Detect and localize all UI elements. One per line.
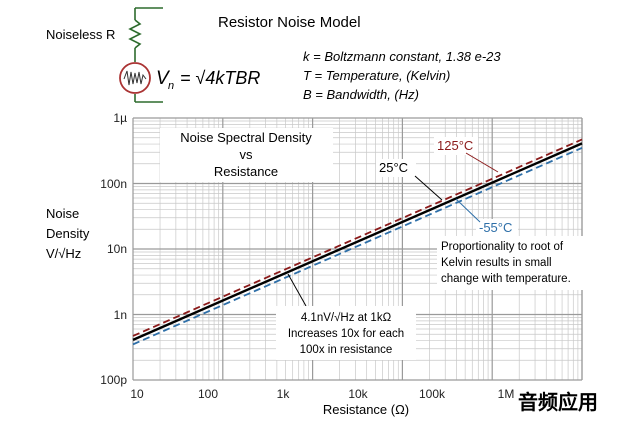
pointer-minus55c (455, 198, 481, 223)
annotation-1k: 4.1nV/√Hz at 1kΩ Increases 10x for each … (288, 311, 404, 356)
x-tick-1m: 1M (498, 387, 515, 401)
chart-title-line-2: vs (240, 147, 254, 162)
y-label-line-1: Noise (46, 206, 79, 221)
y-tick-1n: 1n (114, 308, 127, 322)
chart-title: Noise Spectral Density vs Resistance (180, 130, 312, 179)
x-tick-1k: 1k (277, 387, 291, 401)
definition-t: T = Temperature, (Kelvin) (303, 68, 450, 83)
series-line-25c (132, 142, 583, 341)
pointer-125c (465, 152, 499, 173)
resistor-zigzag-icon (128, 19, 142, 49)
watermark-bg (514, 386, 640, 416)
series-line-minus55c (132, 147, 583, 346)
annotation-temp-line-2: Kelvin results in small (441, 257, 552, 269)
noise-source-icon (119, 62, 151, 94)
chart-title-line-3: Resistance (214, 164, 278, 179)
x-tick-100: 100 (198, 387, 218, 401)
noise-formula: V n = √4kTBR (156, 68, 260, 92)
annotation-1k-line-2: Increases 10x for each (288, 328, 404, 340)
variable-definitions: k = Boltzmann constant, 1.38 e-23 T = Te… (303, 49, 501, 102)
label-bg-125c (434, 137, 478, 155)
pointer-25c (414, 175, 443, 201)
formula-lhs: V (156, 68, 171, 89)
noise-waveform-icon (123, 70, 147, 86)
definition-k: k = Boltzmann constant, 1.38 e-23 (303, 49, 501, 64)
chart-title-line-1: Noise Spectral Density (180, 130, 312, 145)
y-tick-100n: 100n (100, 177, 127, 191)
series-lines (132, 138, 583, 346)
label-bg-minus55c (476, 219, 518, 237)
watermark-text: 音频应用 (518, 390, 598, 414)
definition-b: B = Bandwidth, (Hz) (303, 87, 419, 102)
noiseless-r-label: Noiseless R (46, 27, 115, 42)
figure-title: Resistor Noise Model (218, 14, 361, 31)
annotation-1k-line-1: 4.1nV/√Hz at 1kΩ (301, 311, 392, 324)
formula-subscript: n (168, 80, 174, 92)
y-label-line-2: Density (46, 226, 90, 241)
x-tick-labels: 10 100 1k 10k 100k 1M (130, 387, 514, 401)
annotation-1k-line-3: 100x in resistance (300, 344, 393, 356)
y-tick-100p: 100p (100, 373, 127, 387)
y-label-line-3: V/√Hz (46, 246, 81, 261)
major-gridlines (132, 117, 583, 381)
label-bg-25c (376, 159, 416, 177)
y-tick-1u: 1µ (113, 111, 127, 125)
annotation-temp-line-1: Proportionality to root of (441, 241, 564, 253)
series-label-minus55c: -55°C (479, 220, 512, 235)
x-axis-label: Resistance (Ω) (323, 402, 409, 417)
x-tick-10: 10 (130, 387, 144, 401)
annotation-temperature: Proportionality to root of Kelvin result… (441, 241, 571, 285)
y-tick-10n: 10n (107, 242, 127, 256)
series-label-125c: 125°C (437, 138, 473, 153)
series-label-25c: 25°C (379, 160, 408, 175)
annotation-1k-box (276, 306, 416, 360)
y-tick-labels: 1µ 100n 10n 1n 100p (100, 111, 127, 387)
pointer-1k-annotation (287, 273, 307, 307)
x-tick-100k: 100k (419, 387, 446, 401)
y-axis-label: Noise Density V/√Hz (46, 206, 90, 261)
x-tick-10k: 10k (348, 387, 368, 401)
chart-title-box (160, 128, 333, 182)
series-line-125c (132, 138, 583, 337)
formula-rhs: = √4kTBR (180, 68, 260, 88)
resistor-schematic (128, 7, 163, 103)
annotation-temperature-box (437, 236, 595, 290)
annotation-temp-line-3: change with temperature. (441, 273, 571, 285)
